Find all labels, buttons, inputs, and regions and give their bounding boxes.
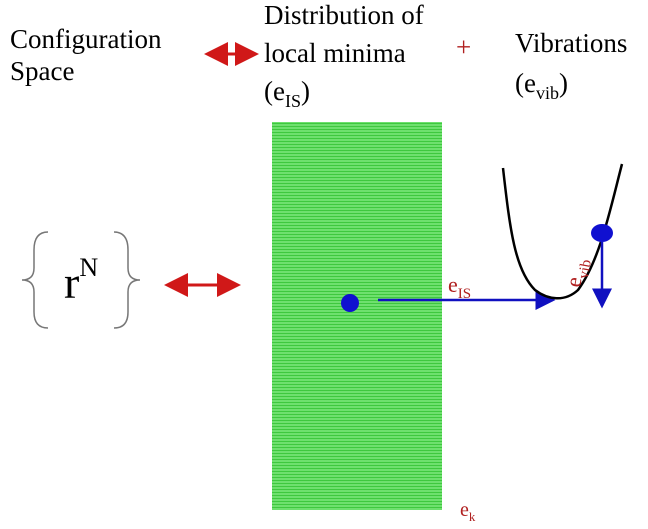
text-part: e (560, 275, 586, 289)
text-part: (e (264, 76, 285, 106)
dist-label: Distribution of (264, 0, 424, 30)
state-dot (341, 294, 359, 312)
vib-label: Vibrations (515, 28, 627, 58)
text-part: k (469, 509, 476, 524)
vib-symbol: (evib) (515, 68, 568, 103)
dist-symbol: (eIS) (264, 76, 310, 111)
text-part: N (79, 253, 98, 282)
text-part: vib (536, 83, 559, 103)
config-label: Space (10, 56, 74, 86)
minima-distribution (272, 122, 442, 510)
text-part: e (460, 499, 469, 521)
dist-label: local minima (264, 38, 406, 68)
plus: + (456, 32, 471, 62)
text-part: vib (576, 258, 595, 280)
config-label: Configuration (10, 24, 162, 54)
text-part: IS (285, 91, 301, 111)
brace (113, 231, 141, 329)
eis-label: eIS (448, 272, 471, 302)
text-part: (e (515, 68, 536, 98)
ek-label: ek (460, 499, 476, 524)
text-part: r (64, 257, 79, 308)
evib-label: evib (560, 256, 595, 290)
text-part: ) (301, 76, 310, 106)
text-part: IS (458, 286, 471, 302)
config-symbol: rN (64, 253, 98, 308)
text-part: ) (559, 68, 568, 98)
brace (21, 231, 49, 329)
vib-dot (591, 224, 613, 242)
text-part: e (448, 272, 458, 297)
